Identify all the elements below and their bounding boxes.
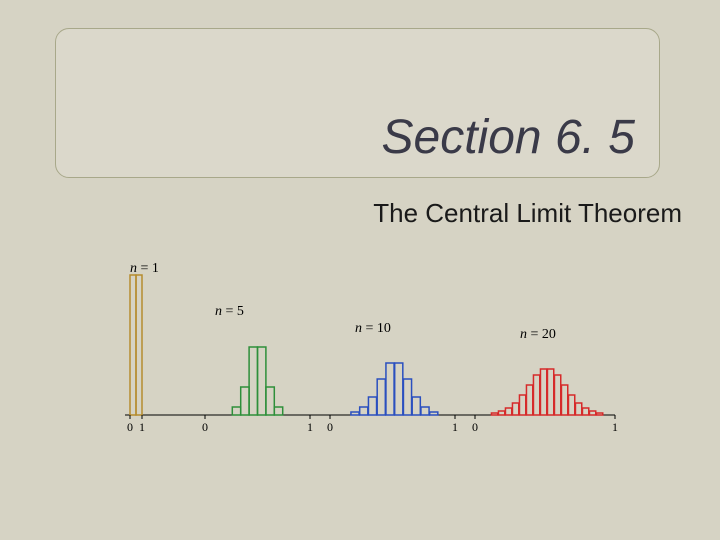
page-subtitle: The Central Limit Theorem (0, 198, 682, 229)
svg-text:1: 1 (307, 420, 313, 434)
svg-text:n = 5: n = 5 (215, 304, 244, 319)
svg-text:0: 0 (202, 420, 208, 434)
chart-svg: 01n = 101n = 501n = 1001n = 20 (120, 260, 620, 440)
clt-chart: 01n = 101n = 501n = 1001n = 20 (120, 260, 620, 440)
svg-text:1: 1 (452, 420, 458, 434)
svg-text:1: 1 (139, 420, 145, 434)
svg-text:0: 0 (127, 420, 133, 434)
svg-text:n = 10: n = 10 (355, 321, 391, 336)
page-title: Section 6. 5 (382, 110, 636, 165)
svg-text:0: 0 (327, 420, 333, 434)
svg-text:n = 20: n = 20 (520, 327, 556, 342)
title-box: Section 6. 5 (55, 28, 660, 178)
svg-text:n = 1: n = 1 (130, 261, 159, 276)
svg-text:1: 1 (612, 420, 618, 434)
svg-text:0: 0 (472, 420, 478, 434)
